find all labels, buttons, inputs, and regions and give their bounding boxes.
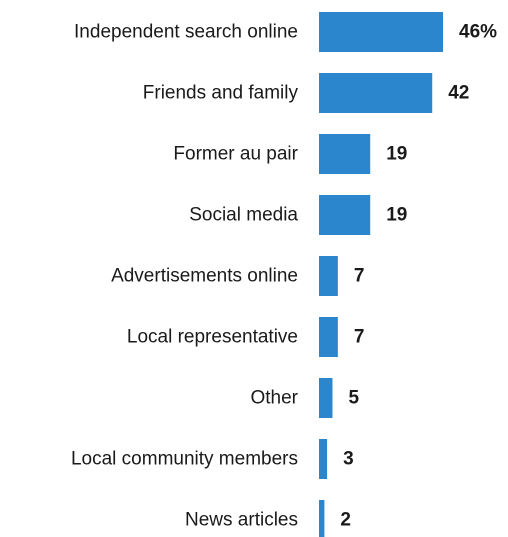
value-labels-group: 46% 42 19 19 7 7 5 3 2 bbox=[340, 22, 497, 531]
category-labels-group: Independent search online Friends and fam… bbox=[71, 22, 299, 531]
value-label-5: 7 bbox=[354, 327, 365, 348]
value-label-6: 5 bbox=[348, 388, 359, 409]
bar-1 bbox=[319, 73, 433, 113]
bar-2 bbox=[319, 134, 371, 174]
value-label-7: 3 bbox=[343, 449, 354, 470]
category-label-5: Local representative bbox=[127, 327, 298, 348]
bar-4 bbox=[319, 256, 338, 296]
category-label-3: Social media bbox=[189, 205, 298, 226]
category-label-6: Other bbox=[250, 388, 298, 409]
value-label-2: 19 bbox=[386, 144, 407, 165]
bar-6 bbox=[319, 378, 333, 418]
bar-3 bbox=[319, 195, 371, 235]
value-label-1: 42 bbox=[448, 83, 469, 104]
value-label-8: 2 bbox=[340, 510, 351, 531]
bar-8 bbox=[319, 500, 325, 537]
category-label-0: Independent search online bbox=[74, 22, 298, 43]
value-label-4: 7 bbox=[354, 266, 365, 287]
category-label-7: Local community members bbox=[71, 449, 298, 470]
value-label-0: 46% bbox=[459, 22, 497, 43]
category-label-4: Advertisements online bbox=[111, 266, 298, 287]
bar-5 bbox=[319, 317, 338, 357]
bars-group bbox=[319, 12, 443, 537]
bar-7 bbox=[319, 439, 328, 479]
category-label-1: Friends and family bbox=[143, 83, 299, 104]
bar-0 bbox=[319, 12, 443, 52]
value-label-3: 19 bbox=[386, 205, 407, 226]
category-label-8: News articles bbox=[185, 510, 298, 531]
category-label-2: Former au pair bbox=[173, 144, 298, 165]
